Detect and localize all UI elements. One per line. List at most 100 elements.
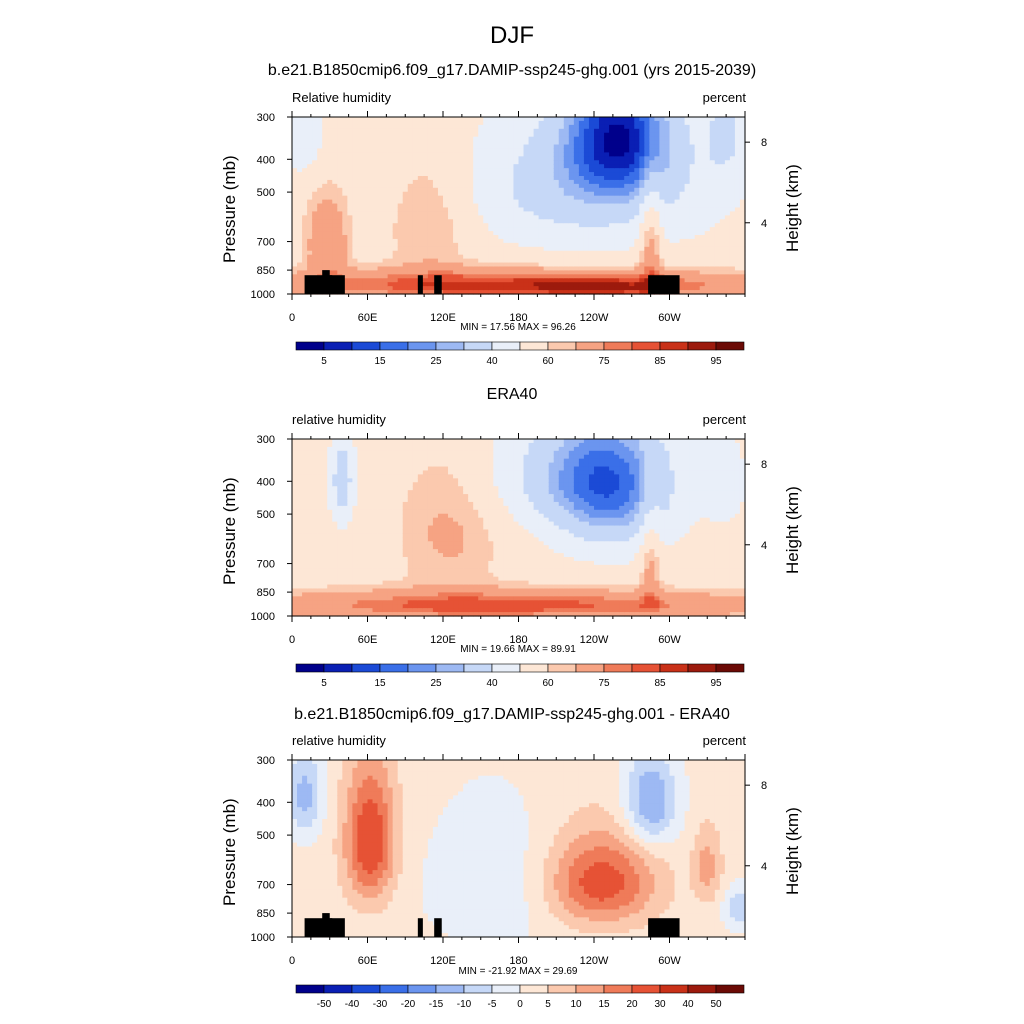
heatmap-cell xyxy=(362,117,369,122)
heatmap-cell xyxy=(307,541,313,546)
heatmap-cell xyxy=(427,223,434,228)
heatmap-cell xyxy=(629,124,635,130)
heatmap-cell xyxy=(347,160,353,165)
heatmap-cell xyxy=(488,274,494,279)
heatmap-cell xyxy=(397,238,404,244)
heatmap-cell xyxy=(523,282,530,287)
heatmap-cell xyxy=(473,274,479,279)
heatmap-cell xyxy=(513,120,520,126)
heatmap-cell xyxy=(513,117,520,122)
heatmap-cell xyxy=(543,203,550,209)
heatmap-cell xyxy=(659,120,666,126)
heatmap-cell xyxy=(568,266,575,271)
heatmap-cell xyxy=(367,278,374,283)
heatmap-cell xyxy=(297,223,303,228)
heatmap-cell xyxy=(729,168,736,173)
heatmap-cell xyxy=(332,238,338,244)
heatmap-cell xyxy=(367,172,374,177)
heatmap-cell xyxy=(513,152,520,157)
heatmap-cell xyxy=(302,160,308,165)
heatmap-cell xyxy=(307,235,313,240)
heatmap-cell xyxy=(362,474,369,479)
heatmap-cell xyxy=(629,168,635,173)
y-right-tick-label: 8 xyxy=(761,137,767,149)
heatmap-cell xyxy=(322,238,328,244)
heatmap-cell xyxy=(292,128,298,134)
heatmap-cell xyxy=(297,446,303,452)
heatmap-cell xyxy=(538,203,545,209)
heatmap-cell xyxy=(599,219,605,224)
heatmap-cell xyxy=(588,231,595,236)
heatmap-cell xyxy=(483,207,489,212)
heatmap-cell xyxy=(463,148,469,153)
heatmap-cell xyxy=(568,195,575,201)
heatmap-cell xyxy=(543,215,550,220)
heatmap-cell xyxy=(377,458,384,464)
heatmap-cell xyxy=(609,132,615,138)
heatmap-cell xyxy=(463,270,469,275)
heatmap-cell xyxy=(664,242,671,248)
heatmap-cell xyxy=(367,156,374,161)
heatmap-cell xyxy=(684,203,691,209)
heatmap-cell xyxy=(493,278,499,283)
heatmap-cell xyxy=(412,132,419,138)
heatmap-cell xyxy=(599,258,605,264)
heatmap-cell xyxy=(639,176,645,181)
heatmap-cell xyxy=(317,478,323,483)
heatmap-cell xyxy=(699,128,706,134)
heatmap-cell xyxy=(689,187,696,193)
heatmap-cell xyxy=(594,156,600,161)
heatmap-cell xyxy=(322,596,328,601)
heatmap-cell xyxy=(498,136,504,142)
heatmap-cell xyxy=(377,215,384,220)
heatmap-cell xyxy=(533,128,540,134)
heatmap-cell xyxy=(302,474,308,479)
heatmap-cell xyxy=(362,172,369,177)
heatmap-cell xyxy=(619,211,625,216)
heatmap-cell xyxy=(327,152,333,157)
heatmap-cell xyxy=(377,501,384,507)
heatmap-cell xyxy=(317,501,323,507)
heatmap-cell xyxy=(407,262,414,268)
heatmap-cell xyxy=(508,120,515,126)
heatmap-cell xyxy=(372,152,379,157)
heatmap-cell xyxy=(634,266,640,271)
heatmap-cell xyxy=(392,278,399,283)
heatmap-cell xyxy=(307,207,313,212)
heatmap-cell xyxy=(538,148,545,153)
heatmap-cell xyxy=(679,176,686,181)
heatmap-cell xyxy=(503,258,510,264)
heatmap-cell xyxy=(317,215,323,220)
heatmap-cell xyxy=(644,152,650,157)
heatmap-cell xyxy=(367,525,374,531)
heatmap-cell xyxy=(719,282,726,287)
heatmap-cell xyxy=(523,148,530,153)
heatmap-cell xyxy=(734,254,741,260)
heatmap-cell xyxy=(553,246,560,252)
heatmap-cell xyxy=(377,498,384,503)
heatmap-cell xyxy=(729,242,736,248)
heatmap-cell xyxy=(312,553,318,558)
heatmap-cell xyxy=(578,187,585,193)
heatmap-cell xyxy=(493,290,499,295)
heatmap-cell xyxy=(704,246,711,252)
heatmap-cell xyxy=(387,128,394,134)
heatmap-cell xyxy=(568,144,575,150)
heatmap-cell xyxy=(634,235,640,240)
heatmap-cell xyxy=(528,132,535,138)
heatmap-cell xyxy=(614,160,620,165)
heatmap-cell xyxy=(292,238,298,244)
heatmap-cell xyxy=(624,231,630,236)
heatmap-cell xyxy=(523,144,530,150)
heatmap-cell xyxy=(473,172,479,177)
heatmap-cell xyxy=(377,568,384,574)
heatmap-cell xyxy=(372,490,379,495)
heatmap-cell xyxy=(599,176,605,181)
colorbar-swatch xyxy=(715,341,745,351)
heatmap-cell xyxy=(578,254,585,260)
heatmap-cell xyxy=(352,439,359,444)
heatmap-cell xyxy=(478,172,484,177)
heatmap-cell xyxy=(357,282,364,287)
heatmap-cell xyxy=(432,199,439,205)
heatmap-cell xyxy=(694,172,701,177)
